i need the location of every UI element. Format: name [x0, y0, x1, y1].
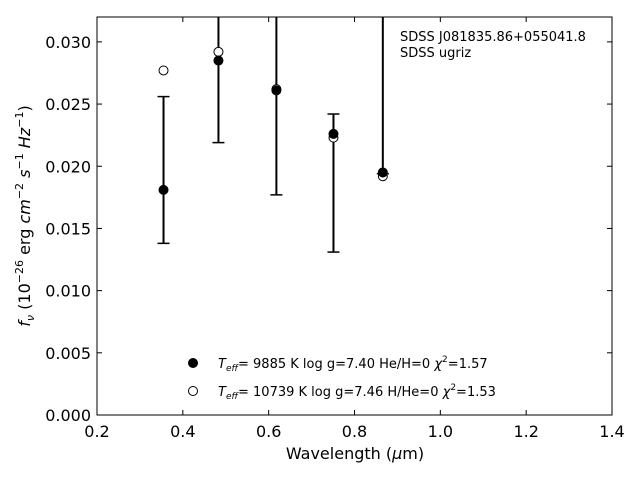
x-axis-ticks: 0.2 0.4 0.6 0.8 1.0 1.2 1.4 [84, 17, 625, 441]
x-tick-label-5: 1.2 [513, 422, 538, 441]
observed-point-1 [213, 55, 224, 66]
x-tick-label-1: 0.4 [170, 422, 195, 441]
legend: Teff= 9885 K log g=7.40 He/H=0 χ2=1.57 T… [188, 355, 496, 402]
y-tick-label-6: 0.030 [45, 33, 91, 52]
y-tick-label-2: 0.010 [45, 282, 91, 301]
observed-point-3 [328, 128, 339, 139]
plot-frame [96, 16, 613, 416]
x-tick-label-3: 0.8 [342, 422, 367, 441]
observed-point-0 [158, 184, 169, 195]
y-axis-label: fν (10−26 erg cm−2 s−1 Hz−1) [13, 105, 37, 326]
legend-comp-observed: He/H=0 [379, 357, 430, 372]
legend-logg-model: 7.46 [354, 385, 383, 400]
legend-teff-observed: 9885 [253, 357, 286, 372]
legend-marker-model [188, 386, 198, 396]
photometry-annotation: SDSS ugriz [400, 46, 471, 61]
legend-comp-model: H/He=0 [387, 385, 438, 400]
x-tick-label-2: 0.6 [256, 422, 281, 441]
object-name-annotation: SDSS J081835.86+055041.8 [400, 30, 586, 45]
observed-points [158, 55, 388, 195]
y-tick-label-1: 0.005 [45, 344, 91, 363]
legend-teff-model: 10739 [253, 385, 294, 400]
legend-entry-observed: Teff= 9885 K log g=7.40 He/H=0 χ2=1.57 [218, 355, 488, 374]
y-tick-label-0: 0.000 [45, 406, 91, 425]
legend-entry-model: Teff= 10739 K log g=7.46 H/He=0 χ2=1.53 [218, 383, 496, 402]
x-axis-label: Wavelength (μm) [286, 444, 424, 463]
y-axis-ticks: 0.000 0.005 0.010 0.015 0.020 0.025 0.030 [45, 33, 612, 425]
error-bars [157, 17, 389, 253]
model-point-0 [158, 65, 169, 76]
legend-chi2-model: 1.53 [467, 385, 496, 400]
y-tick-label-5: 0.025 [45, 95, 91, 114]
y-tick-label-4: 0.020 [45, 157, 91, 176]
legend-marker-observed [188, 358, 198, 368]
model-point-1 [213, 46, 224, 57]
x-tick-label-4: 1.0 [428, 422, 453, 441]
model-points [158, 46, 388, 182]
legend-logg-observed: 7.40 [346, 357, 375, 372]
x-tick-label-0: 0.2 [84, 422, 109, 441]
observed-point-4 [377, 167, 388, 178]
legend-chi2-observed: 1.57 [459, 357, 488, 372]
x-tick-label-6: 1.4 [599, 422, 624, 441]
observed-point-2 [271, 85, 282, 96]
y-tick-label-3: 0.015 [45, 219, 91, 238]
